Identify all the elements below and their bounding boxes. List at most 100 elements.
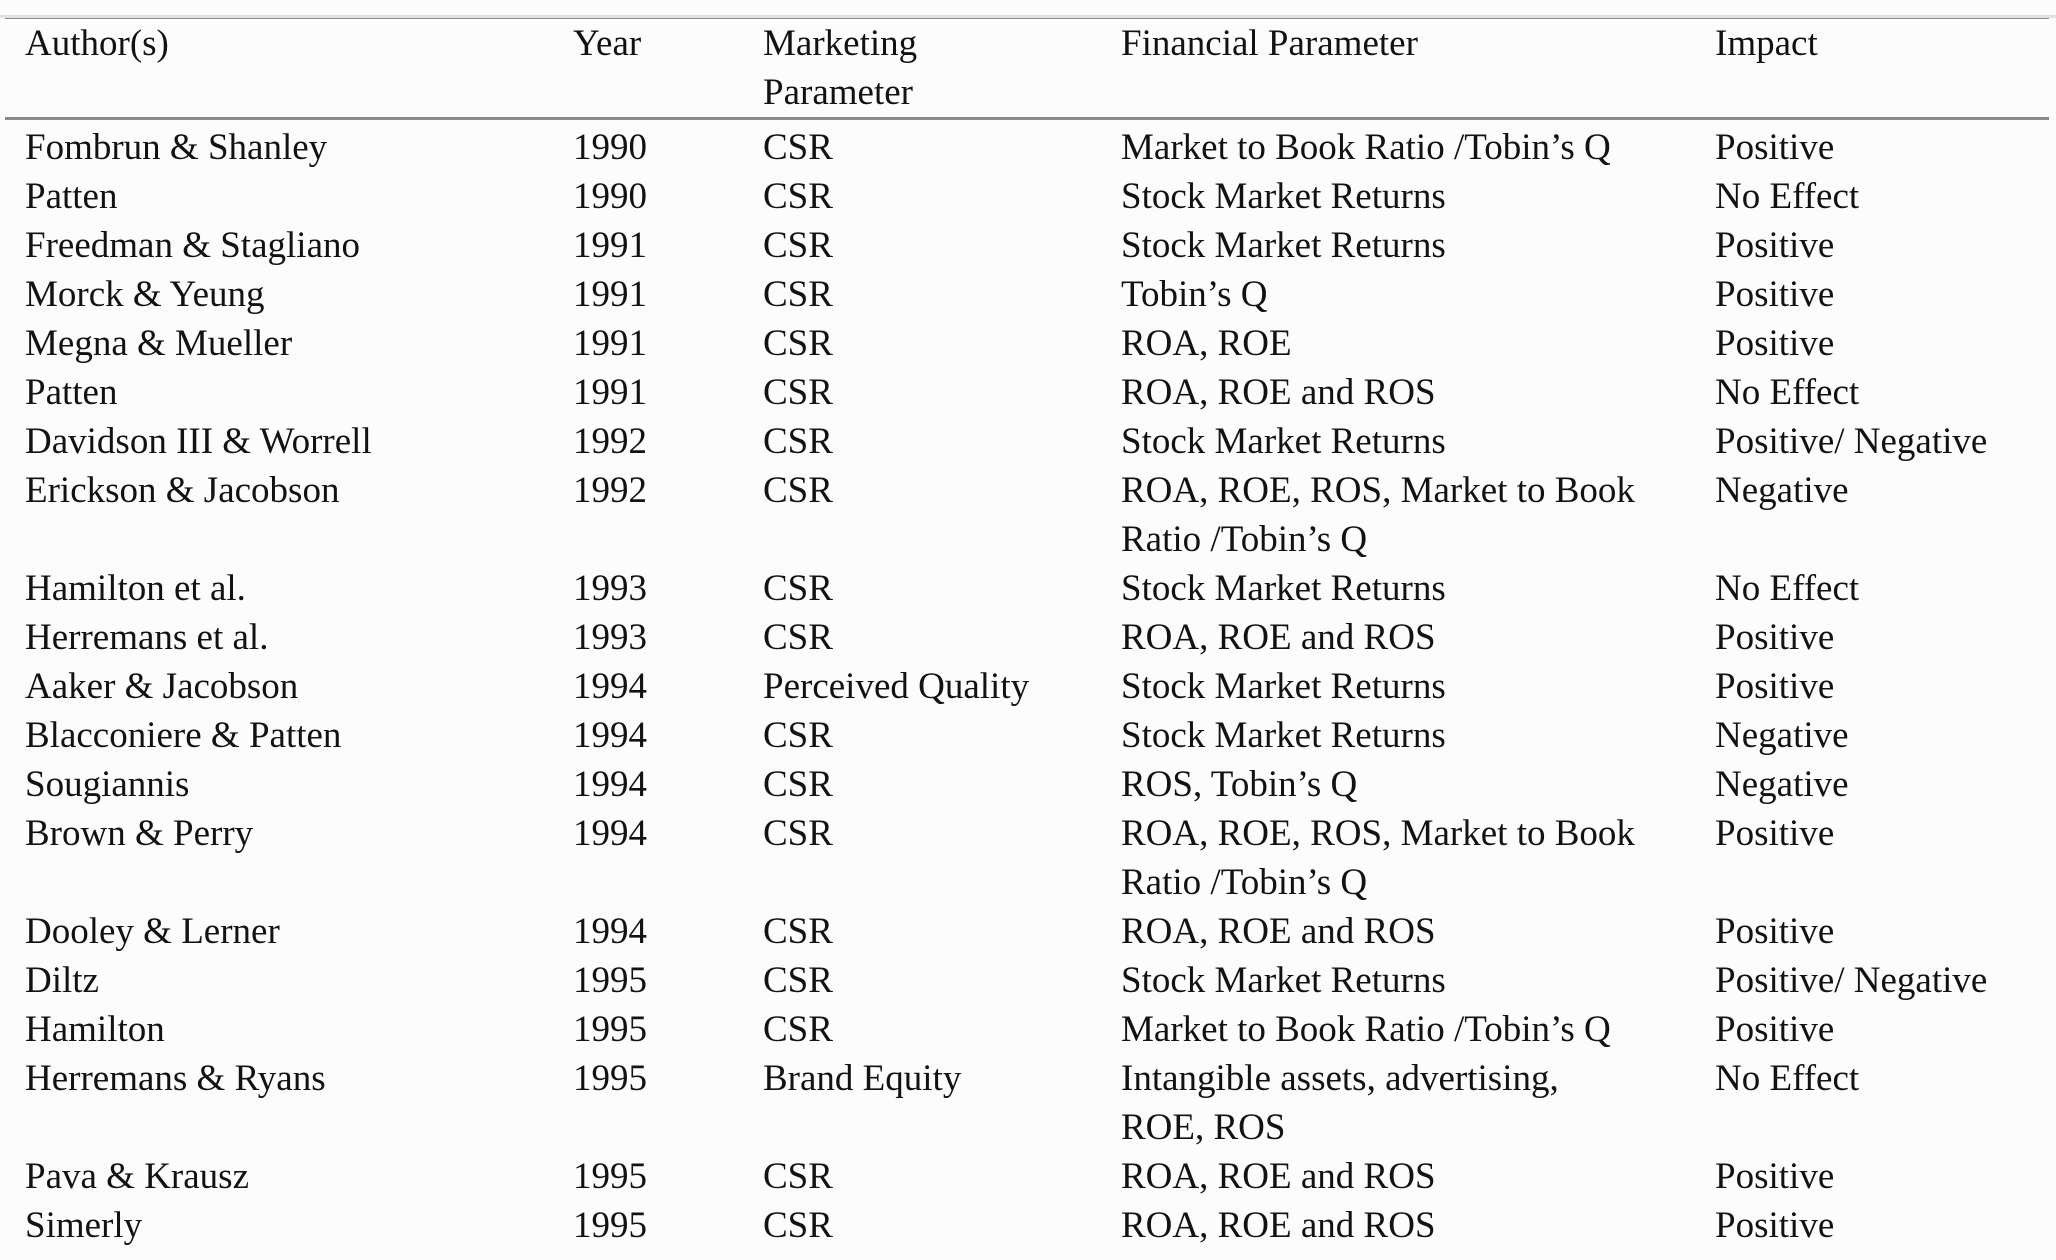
- marketing-parameter-cell: CSR: [763, 617, 833, 658]
- year-cell: 1995: [573, 1009, 647, 1050]
- table-row: Patten 1991 CSR ROA, ROE and ROS No Effe…: [5, 368, 2049, 417]
- author-cell: Megna & Mueller: [25, 323, 293, 364]
- column-header-authors: Author(s): [25, 23, 169, 64]
- financial-parameter-cell: Stock Market Returns: [1121, 666, 1446, 707]
- studies-table: Author(s) Year Marketing Parameter Finan…: [5, 15, 2049, 1250]
- impact-cell: No Effect: [1715, 1058, 1860, 1099]
- financial-parameter-cell: ROA, ROE and ROS: [1121, 1205, 1436, 1246]
- year-cell: 1995: [573, 960, 647, 1001]
- financial-parameter-cell: ROA, ROE, ROS, Market to Book Ratio /Tob…: [1121, 470, 1635, 560]
- financial-parameter-cell: Market to Book Ratio /Tobin’s Q: [1121, 1009, 1611, 1050]
- marketing-parameter-cell: Brand Equity: [763, 1058, 962, 1099]
- marketing-parameter-cell: CSR: [763, 911, 833, 952]
- table-row: Blacconiere & Patten 1994 CSR Stock Mark…: [5, 711, 2049, 760]
- marketing-parameter-cell: CSR: [763, 813, 833, 854]
- financial-parameter-cell: Tobin’s Q: [1121, 274, 1268, 315]
- author-cell: Patten: [25, 176, 118, 217]
- year-cell: 1991: [573, 372, 647, 413]
- table-row: Morck & Yeung 1991 CSR Tobin’s Q Positiv…: [5, 270, 2049, 319]
- financial-parameter-cell: ROA, ROE, ROS, Market to Book Ratio /Tob…: [1121, 813, 1635, 903]
- year-cell: 1990: [573, 127, 647, 168]
- marketing-parameter-cell: CSR: [763, 1205, 833, 1246]
- marketing-parameter-cell: CSR: [763, 372, 833, 413]
- marketing-parameter-cell: CSR: [763, 323, 833, 364]
- marketing-parameter-cell: Perceived Quality: [763, 666, 1030, 707]
- marketing-parameter-cell: CSR: [763, 127, 833, 168]
- financial-parameter-cell: Stock Market Returns: [1121, 225, 1446, 266]
- author-cell: Morck & Yeung: [25, 274, 265, 315]
- author-cell: Sougiannis: [25, 764, 190, 805]
- column-header-financial-parameter: Financial Parameter: [1121, 23, 1418, 64]
- financial-parameter-cell: Stock Market Returns: [1121, 421, 1446, 462]
- year-cell: 1995: [573, 1058, 647, 1099]
- table-row: Davidson III & Worrell 1992 CSR Stock Ma…: [5, 417, 2049, 466]
- author-cell: Brown & Perry: [25, 813, 254, 854]
- year-cell: 1992: [573, 421, 647, 462]
- author-cell: Patten: [25, 372, 118, 413]
- impact-cell: Negative: [1715, 715, 1849, 756]
- year-cell: 1994: [573, 813, 647, 854]
- marketing-parameter-cell: CSR: [763, 764, 833, 805]
- year-cell: 1993: [573, 568, 647, 609]
- year-cell: 1994: [573, 715, 647, 756]
- year-cell: 1991: [573, 225, 647, 266]
- impact-cell: Positive: [1715, 666, 1835, 707]
- marketing-parameter-cell: CSR: [763, 470, 833, 511]
- author-cell: Diltz: [25, 960, 99, 1001]
- financial-parameter-cell: Stock Market Returns: [1121, 960, 1446, 1001]
- impact-cell: Positive: [1715, 911, 1835, 952]
- table-row: Hamilton et al. 1993 CSR Stock Market Re…: [5, 564, 2049, 613]
- impact-cell: Positive: [1715, 1205, 1835, 1246]
- impact-cell: Positive: [1715, 274, 1835, 315]
- impact-cell: Positive: [1715, 617, 1835, 658]
- marketing-parameter-cell: CSR: [763, 715, 833, 756]
- author-cell: Aaker & Jacobson: [25, 666, 299, 707]
- impact-cell: Positive: [1715, 127, 1835, 168]
- table-row: Herremans et al. 1993 CSR ROA, ROE and R…: [5, 613, 2049, 662]
- author-cell: Hamilton: [25, 1009, 165, 1050]
- impact-cell: Negative: [1715, 764, 1849, 805]
- impact-cell: Positive: [1715, 813, 1835, 854]
- financial-parameter-cell: ROS, Tobin’s Q: [1121, 764, 1358, 805]
- financial-parameter-cell: Intangible assets, advertising, ROE, ROS: [1121, 1058, 1559, 1148]
- paper-page: Author(s) Year Marketing Parameter Finan…: [0, 15, 2056, 1260]
- impact-cell: Negative: [1715, 470, 1849, 511]
- author-cell: Herremans & Ryans: [25, 1058, 326, 1099]
- table-row: Dooley & Lerner 1994 CSR ROA, ROE and RO…: [5, 907, 2049, 956]
- table-row: Patten 1990 CSR Stock Market Returns No …: [5, 172, 2049, 221]
- year-cell: 1995: [573, 1156, 647, 1197]
- year-cell: 1994: [573, 764, 647, 805]
- author-cell: Fombrun & Shanley: [25, 127, 328, 168]
- year-cell: 1990: [573, 176, 647, 217]
- financial-parameter-cell: Stock Market Returns: [1121, 568, 1446, 609]
- marketing-parameter-cell: CSR: [763, 1009, 833, 1050]
- table-row: Pava & Krausz 1995 CSR ROA, ROE and ROS …: [5, 1152, 2049, 1201]
- table-row: Sougiannis 1994 CSR ROS, Tobin’s Q Negat…: [5, 760, 2049, 809]
- financial-parameter-cell: ROA, ROE: [1121, 323, 1292, 364]
- year-cell: 1991: [573, 323, 647, 364]
- impact-cell: Positive: [1715, 1009, 1835, 1050]
- financial-parameter-cell: Stock Market Returns: [1121, 176, 1446, 217]
- impact-cell: Positive: [1715, 1156, 1835, 1197]
- impact-cell: Positive: [1715, 225, 1835, 266]
- table-row: Freedman & Stagliano 1991 CSR Stock Mark…: [5, 221, 2049, 270]
- impact-cell: Positive/ Negative: [1715, 960, 1988, 1001]
- author-cell: Herremans et al.: [25, 617, 269, 658]
- financial-parameter-cell: Market to Book Ratio /Tobin’s Q: [1121, 127, 1611, 168]
- table-row: Herremans & Ryans 1995 Brand Equity Inta…: [5, 1054, 2049, 1152]
- marketing-parameter-cell: CSR: [763, 176, 833, 217]
- column-header-year: Year: [573, 23, 642, 64]
- year-cell: 1995: [573, 1205, 647, 1246]
- year-cell: 1992: [573, 470, 647, 511]
- author-cell: Erickson & Jacobson: [25, 470, 340, 511]
- table-body: Fombrun & Shanley 1990 CSR Market to Boo…: [5, 119, 2049, 1251]
- author-cell: Pava & Krausz: [25, 1156, 249, 1197]
- header-row: Author(s) Year Marketing Parameter Finan…: [5, 17, 2049, 119]
- impact-cell: No Effect: [1715, 176, 1860, 217]
- financial-parameter-cell: ROA, ROE and ROS: [1121, 617, 1436, 658]
- author-cell: Simerly: [25, 1205, 143, 1246]
- table-row: Simerly 1995 CSR ROA, ROE and ROS Positi…: [5, 1201, 2049, 1250]
- year-cell: 1994: [573, 911, 647, 952]
- marketing-parameter-cell: CSR: [763, 421, 833, 462]
- year-cell: 1993: [573, 617, 647, 658]
